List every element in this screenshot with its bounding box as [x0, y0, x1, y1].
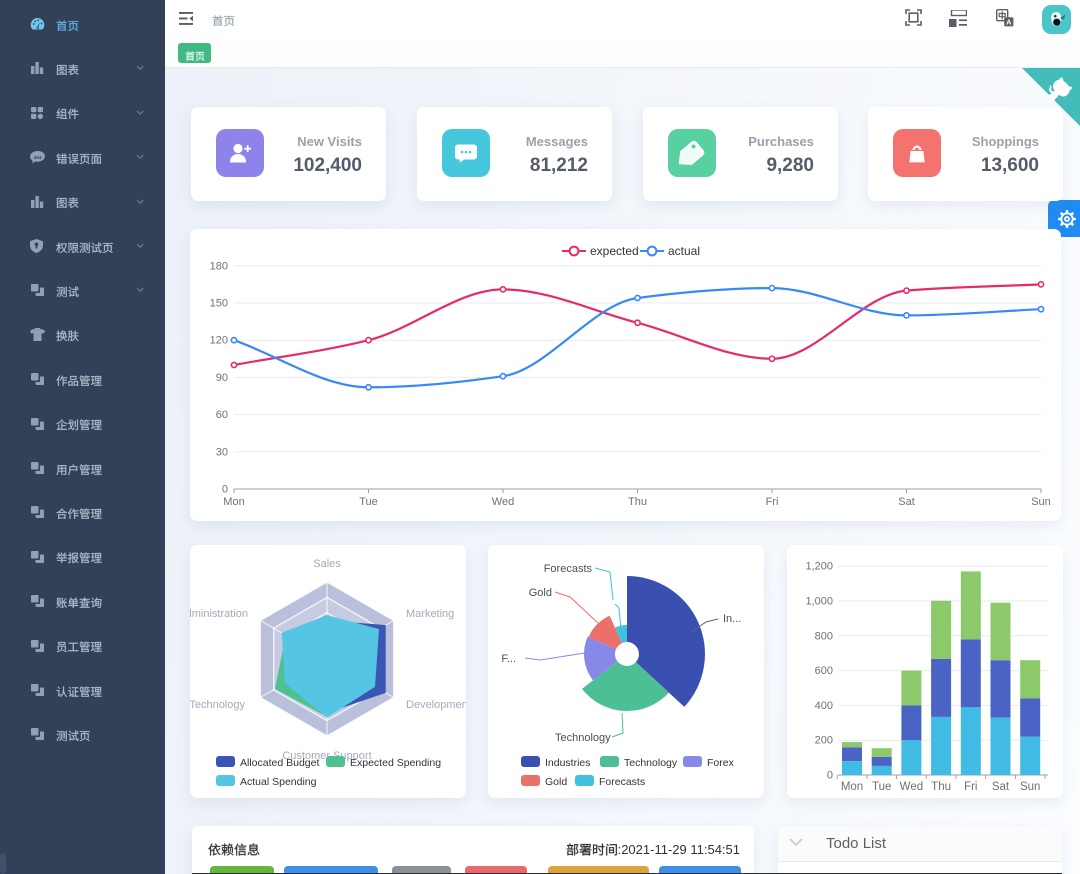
svg-text:F...: F...	[501, 653, 516, 665]
svg-text:Tue: Tue	[359, 496, 378, 508]
svg-text:Mon: Mon	[841, 781, 863, 793]
svg-text:Tue: Tue	[872, 781, 891, 793]
svg-text:In...: In...	[723, 613, 741, 625]
svg-text:Information Technology: Information Technology	[190, 699, 245, 711]
svg-text:Expected Spending: Expected Spending	[350, 757, 441, 769]
svg-text:Development: Development	[406, 699, 466, 711]
svg-text:800: 800	[815, 630, 833, 642]
svg-text:1,000: 1,000	[805, 596, 833, 608]
svg-text:expected: expected	[590, 244, 639, 258]
svg-text:Mon: Mon	[223, 496, 244, 508]
svg-text:Wed: Wed	[492, 496, 514, 508]
svg-text:Actual Spending: Actual Spending	[240, 776, 317, 788]
svg-text:Fri: Fri	[766, 496, 779, 508]
svg-text:Thu: Thu	[931, 781, 951, 793]
svg-text:actual: actual	[668, 244, 700, 258]
svg-text:60: 60	[216, 409, 228, 421]
svg-text:600: 600	[815, 665, 833, 677]
svg-text:120: 120	[210, 335, 228, 347]
svg-text:400: 400	[815, 700, 833, 712]
svg-text:Administration: Administration	[190, 608, 248, 620]
svg-text:30: 30	[216, 446, 228, 458]
svg-text:Forecasts: Forecasts	[599, 776, 645, 788]
svg-text:180: 180	[210, 260, 228, 272]
svg-text:Gold: Gold	[545, 776, 567, 788]
svg-text:0: 0	[827, 770, 833, 782]
svg-text:1,200: 1,200	[805, 561, 833, 573]
svg-text:200: 200	[815, 735, 833, 747]
svg-text:90: 90	[216, 372, 228, 384]
svg-text:A: A	[1006, 18, 1011, 27]
svg-text:Sat: Sat	[992, 781, 1010, 793]
svg-text:Allocated Budget: Allocated Budget	[240, 757, 319, 769]
svg-text:Sun: Sun	[1031, 496, 1051, 508]
svg-text:Wed: Wed	[900, 781, 923, 793]
svg-text:Customer Support: Customer Support	[282, 750, 371, 762]
svg-text:Technology: Technology	[555, 732, 611, 744]
svg-text:Sat: Sat	[898, 496, 915, 508]
svg-text:Technology: Technology	[624, 757, 678, 769]
svg-text:404: 404	[34, 155, 42, 160]
svg-text:Forex: Forex	[707, 757, 735, 769]
svg-text:0: 0	[222, 484, 228, 496]
svg-text:Gold: Gold	[529, 587, 552, 599]
svg-text:Forecasts: Forecasts	[544, 563, 593, 575]
svg-text:Thu: Thu	[628, 496, 647, 508]
svg-text:Industries: Industries	[545, 757, 591, 769]
svg-text:Sales: Sales	[313, 558, 341, 570]
svg-text:Fri: Fri	[964, 781, 977, 793]
svg-text:Sun: Sun	[1020, 781, 1040, 793]
svg-text:Marketing: Marketing	[406, 608, 454, 620]
svg-text:150: 150	[210, 298, 228, 310]
